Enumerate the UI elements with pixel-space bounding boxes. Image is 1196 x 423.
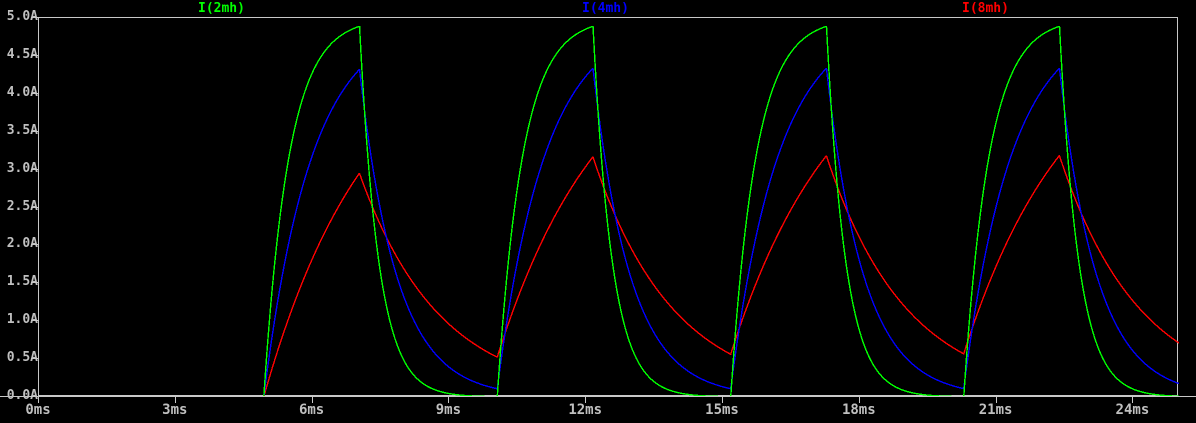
trace-i8mh[interactable] xyxy=(39,156,1179,397)
x-tick-mark xyxy=(722,396,723,403)
x-tick-label: 18ms xyxy=(841,402,876,418)
y-tick-label: 4.5A xyxy=(6,46,38,62)
y-tick-mark xyxy=(31,282,38,284)
x-tick-mark xyxy=(448,396,450,403)
y-tick-mark xyxy=(31,168,38,170)
plot-area[interactable] xyxy=(38,17,1178,396)
y-tick-label: 0.0A xyxy=(6,388,38,403)
x-tick-mark xyxy=(995,396,997,403)
y-tick-label: 3.0A xyxy=(6,160,38,176)
x-tick-mark xyxy=(174,396,176,403)
x-tick-label: 9ms xyxy=(435,402,462,418)
x-tick-mark xyxy=(1132,396,1134,403)
x-tick-mark xyxy=(585,396,587,403)
x-tick-label: 12ms xyxy=(568,402,603,418)
y-tick-mark xyxy=(31,54,38,56)
x-tick-label: 3ms xyxy=(162,402,188,418)
y-tick-label: 2.5A xyxy=(6,198,38,214)
x-tick-label: 0ms xyxy=(25,402,51,418)
x-tick-label: 15ms xyxy=(705,402,739,418)
y-tick-mark xyxy=(31,206,38,208)
y-tick-mark xyxy=(31,92,38,94)
x-tick-mark xyxy=(38,396,39,403)
y-tick-label: 1.0A xyxy=(6,312,38,328)
y-tick-label: 2.0A xyxy=(6,236,38,252)
y-tick-mark xyxy=(31,320,38,322)
trace-canvas xyxy=(39,18,1179,397)
y-tick-mark xyxy=(31,396,38,397)
legend-label-red[interactable]: I(8mh) xyxy=(962,1,1009,16)
y-tick-label: 1.5A xyxy=(6,274,38,290)
y-tick-mark xyxy=(31,17,38,18)
y-tick-label: 0.5A xyxy=(6,350,38,366)
y-tick-mark xyxy=(31,244,38,246)
y-axis-line xyxy=(38,17,39,397)
y-tick-mark xyxy=(31,358,38,360)
x-tick-label: 24ms xyxy=(1115,402,1150,418)
x-tick-label: 6ms xyxy=(298,402,325,418)
x-axis-line xyxy=(0,396,1196,397)
legend-label-green[interactable]: I(2mh) xyxy=(198,1,245,16)
x-tick-label: 21ms xyxy=(978,402,1013,418)
y-tick-label: 3.5A xyxy=(6,122,38,138)
trace-i2mh[interactable] xyxy=(39,26,1179,396)
y-tick-label: 5.0A xyxy=(6,9,38,24)
x-tick-mark xyxy=(311,396,313,403)
y-tick-mark xyxy=(31,130,38,132)
x-tick-mark xyxy=(858,396,860,403)
legend-label-blue[interactable]: I(4mh) xyxy=(582,1,629,16)
y-tick-label: 4.0A xyxy=(6,84,38,100)
